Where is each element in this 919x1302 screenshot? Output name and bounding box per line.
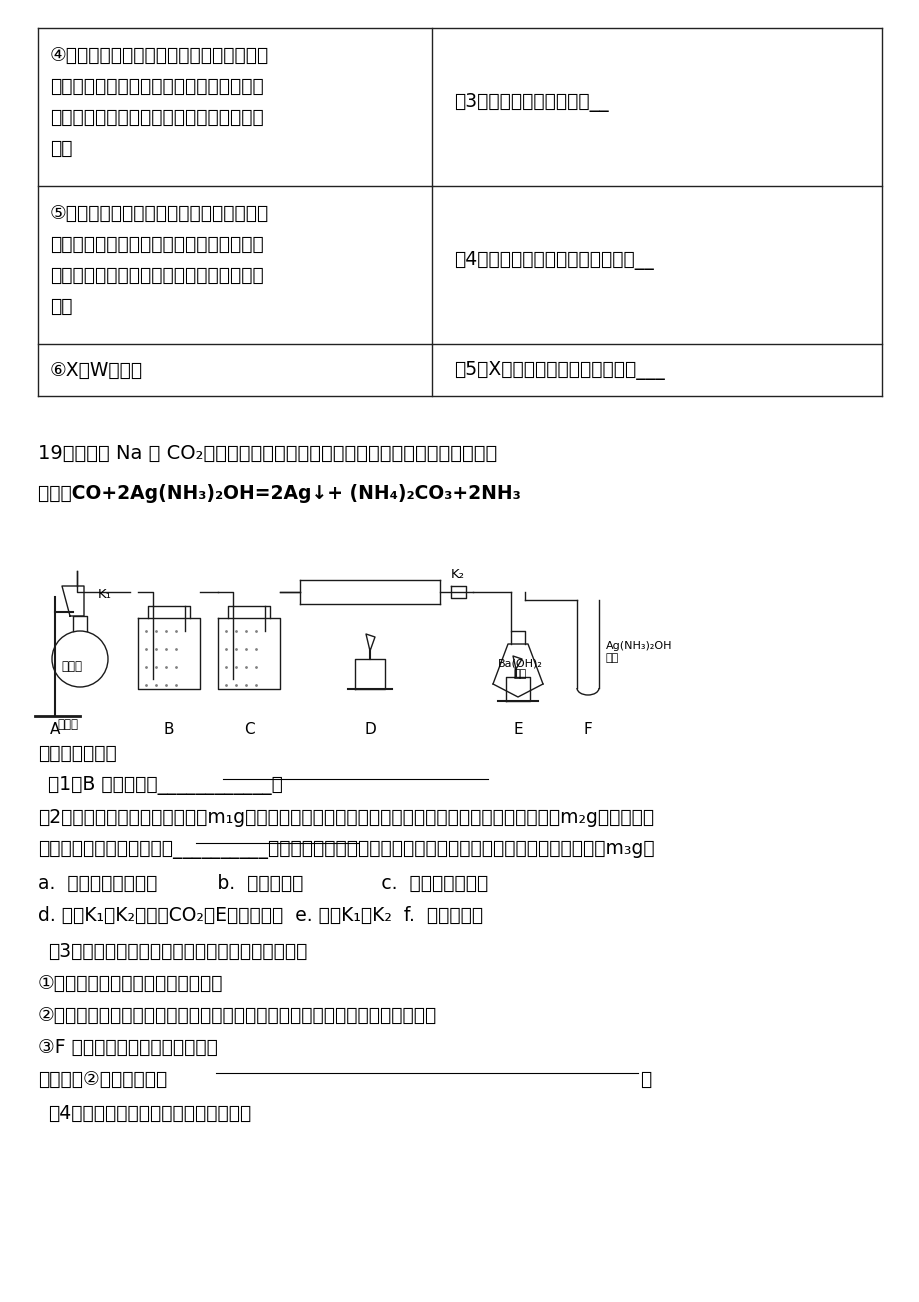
Text: 溶液: 溶液 [513, 669, 526, 680]
Text: A: A [50, 721, 60, 737]
Text: 列实验操作，其正确顺序是__________（填标号）；重复上述操作步骤，直至硬质玻璃管恒重，称得质量为m₃g。: 列实验操作，其正确顺序是__________（填标号）；重复上述操作步骤，直至硬… [38, 840, 654, 859]
Text: 回答下列问题：: 回答下列问题： [38, 743, 117, 763]
Text: K₂: K₂ [450, 568, 464, 581]
Text: 溶液: 溶液 [606, 654, 618, 663]
Text: 稀盐酸: 稀盐酸 [57, 717, 78, 730]
Text: Ba(OH)₂: Ba(OH)₂ [497, 659, 542, 669]
Text: （1）B 中的溶液为____________。: （1）B 中的溶液为____________。 [48, 776, 282, 796]
Text: 产生上述②现象的原因是: 产生上述②现象的原因是 [38, 1070, 167, 1088]
Text: （3）加热硬质玻璃管一段时间，观察到以下现象：: （3）加热硬质玻璃管一段时间，观察到以下现象： [48, 943, 307, 961]
Text: Ag(NH₃)₂OH: Ag(NH₃)₂OH [606, 641, 672, 651]
Text: ；: ； [640, 1070, 651, 1088]
Text: ①鍶块表面变暗，熳融成金属小球；: ①鍶块表面变暗，熳融成金属小球； [38, 974, 223, 993]
Text: 已知：CO+2Ag(NH₃)₂OH=2Ag↓+ (NH₄)₂CO₃+2NH₃: 已知：CO+2Ag(NH₃)₂OH=2Ag↓+ (NH₄)₂CO₃+2NH₃ [38, 484, 520, 503]
Text: （4）探究固体产物中鍶元素的存在形式: （4）探究固体产物中鍶元素的存在形式 [48, 1104, 251, 1124]
Text: ⑥X与W同主族: ⑥X与W同主族 [50, 361, 143, 380]
Text: ③F 中试管内壁有銀白物质产生。: ③F 中试管内壁有銀白物质产生。 [38, 1038, 218, 1057]
Text: （4）生成白色沉淠的离子方程式为__: （4）生成白色沉淠的离子方程式为__ [453, 251, 653, 270]
Text: 足量的烧碱溶液，固体部分溶解，过滤，向: 足量的烧碱溶液，固体部分溶解，过滤，向 [50, 234, 264, 254]
Text: 滤液中加入过量的盐酸，最终溶液中有白色: 滤液中加入过量的盐酸，最终溶液中有白色 [50, 266, 264, 285]
Text: C: C [244, 721, 254, 737]
Text: 19、为探究 Na 与 CO₂反应的产物，某化学兴趣小组按如图所示装置进行实验。: 19、为探究 Na 与 CO₂反应的产物，某化学兴趣小组按如图所示装置进行实验。 [38, 444, 496, 464]
Text: （2）先称量硬质玻璃管的质量为m₁g，将样品装入硬质玻璃管中，称得样品和硬质玻璃管的总质量是m₂g。再进行下: （2）先称量硬质玻璃管的质量为m₁g，将样品装入硬质玻璃管中，称得样品和硬质玻璃… [38, 809, 653, 827]
Text: 中加入过量的烧碱溶液，最终溶液中有白色: 中加入过量的烧碱溶液，最终溶液中有白色 [50, 108, 264, 128]
Text: 足量的盐酸，固体部分溶解，过滤，向滤液: 足量的盐酸，固体部分溶解，过滤，向滤液 [50, 77, 264, 96]
Text: ②继续加热，鍶迅速燃烧，产生黄色火焰。反应完全后，管中有大量黑色物质；: ②继续加热，鍶迅速燃烧，产生黄色火焰。反应完全后，管中有大量黑色物质； [38, 1006, 437, 1025]
Text: B: B [164, 721, 174, 737]
Text: K₁: K₁ [98, 587, 112, 600]
Text: ⑤向上述四种元素的单质的混合物中，加入: ⑤向上述四种元素的单质的混合物中，加入 [50, 204, 269, 223]
Text: 沉淠: 沉淠 [50, 139, 73, 158]
Text: a.  点燃酒精灯，加热          b.  息灯酒精灯             c.  称量硬质玻璃管: a. 点燃酒精灯，加热 b. 息灯酒精灯 c. 称量硬质玻璃管 [38, 874, 488, 893]
Text: E: E [513, 721, 522, 737]
Text: d. 打开K₁和K₂，通入CO₂至E中出现浑濁  e. 关闭K₁和K₂  f.  冷却到室温: d. 打开K₁和K₂，通入CO₂至E中出现浑濁 e. 关闭K₁和K₂ f. 冷却… [38, 906, 482, 924]
Text: 大理石: 大理石 [62, 660, 83, 673]
Text: F: F [583, 721, 592, 737]
Text: （3）白色沉淠的化学式为__: （3）白色沉淠的化学式为__ [453, 92, 608, 112]
Text: 沉淠: 沉淠 [50, 297, 73, 316]
Text: D: D [364, 721, 376, 737]
Text: ④向上述四种元素的单质的混合物中，加入: ④向上述四种元素的单质的混合物中，加入 [50, 46, 269, 65]
Text: （5）X的最高价氧化物的电子式为___: （5）X的最高价氧化物的电子式为___ [453, 361, 664, 380]
